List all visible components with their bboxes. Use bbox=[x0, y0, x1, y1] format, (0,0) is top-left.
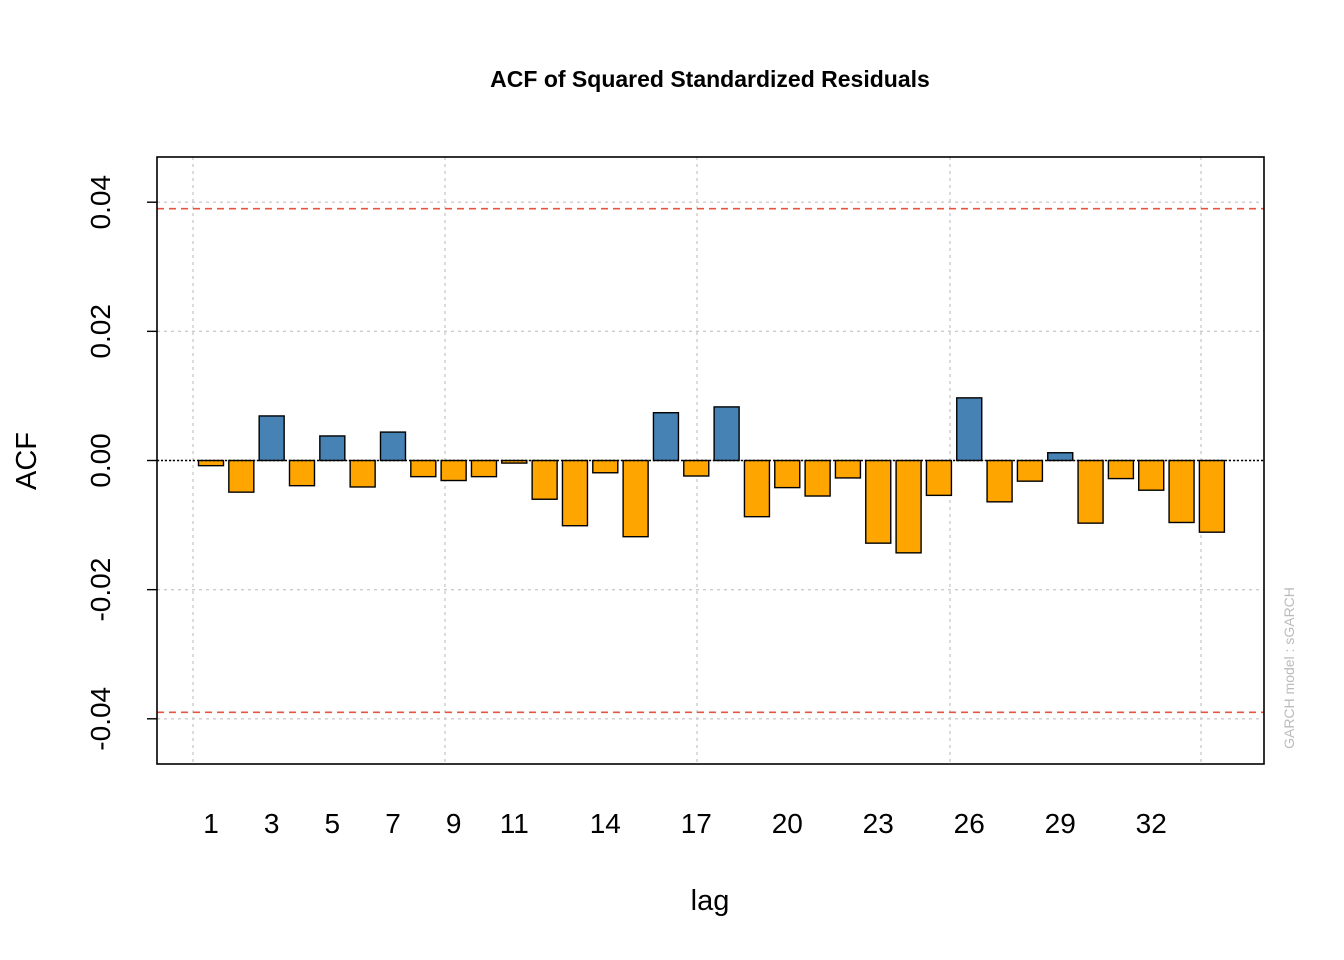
x-tick-label: 29 bbox=[1045, 808, 1076, 839]
x-tick-label: 1 bbox=[203, 808, 219, 839]
acf-bar-lag-21 bbox=[804, 459, 831, 497]
acf-bar-lag-13 bbox=[561, 459, 589, 527]
y-tick-label: 0.00 bbox=[85, 433, 116, 488]
acf-bar-lag-15 bbox=[622, 459, 649, 538]
acf-bar-lag-7 bbox=[379, 431, 407, 462]
x-tick-label: 11 bbox=[500, 808, 529, 839]
x-tick-label: 32 bbox=[1136, 808, 1167, 839]
acf-bar-lag-31 bbox=[1107, 459, 1135, 480]
x-axis-label: lag bbox=[691, 885, 730, 917]
y-tick-label: 0.02 bbox=[85, 304, 116, 359]
x-tick-label: 14 bbox=[590, 808, 621, 839]
x-tick-label: 20 bbox=[772, 808, 803, 839]
x-tick-label: 23 bbox=[863, 808, 894, 839]
acf-bar-lag-3 bbox=[258, 415, 285, 462]
acf-bars bbox=[197, 397, 1226, 554]
y-axis: -0.04 -0.02 0.00 0.02 0.04 bbox=[85, 175, 157, 751]
x-tick-label: 5 bbox=[325, 808, 341, 839]
chart-title: ACF of Squared Standardized Residuals bbox=[490, 66, 930, 92]
acf-bar-lag-1 bbox=[197, 459, 225, 467]
acf-bar-lag-12 bbox=[531, 459, 558, 500]
model-note: GARCH model : sGARCH bbox=[1281, 587, 1297, 749]
x-tick-label: 26 bbox=[954, 808, 985, 839]
acf-bar-lag-24 bbox=[895, 459, 922, 554]
acf-bar-lag-9 bbox=[440, 459, 467, 482]
y-axis-label: ACF bbox=[11, 432, 43, 490]
x-tick-label: 17 bbox=[681, 808, 712, 839]
acf-bar-lag-32 bbox=[1138, 459, 1165, 491]
acf-bar-lag-23 bbox=[865, 459, 892, 544]
x-tick-label: 7 bbox=[385, 808, 401, 839]
acf-bar-lag-28 bbox=[1016, 459, 1044, 482]
x-tick-label: 9 bbox=[446, 808, 462, 839]
acf-bar-lag-6 bbox=[349, 459, 376, 488]
acf-bar-lag-17 bbox=[683, 459, 710, 477]
acf-bar-lag-30 bbox=[1077, 459, 1104, 524]
acf-bar-lag-20 bbox=[774, 459, 801, 489]
confidence-bounds bbox=[157, 207, 1264, 714]
acf-bar-lag-33 bbox=[1168, 459, 1195, 524]
acf-bar-lag-19 bbox=[743, 459, 771, 518]
y-tick-label: 0.04 bbox=[85, 175, 116, 230]
acf-bar-lag-14 bbox=[592, 459, 619, 474]
acf-bar-lag-10 bbox=[470, 459, 498, 478]
acf-bar-lag-29 bbox=[1047, 452, 1074, 462]
acf-bar-lag-16 bbox=[652, 412, 680, 462]
acf-bar-lag-27 bbox=[986, 459, 1013, 503]
acf-bar-lag-34 bbox=[1198, 459, 1226, 533]
acf-bar-lag-2 bbox=[228, 459, 255, 493]
acf-bar-lag-18 bbox=[713, 406, 740, 462]
y-tick-label: -0.02 bbox=[85, 558, 116, 622]
y-tick-label: -0.04 bbox=[85, 687, 116, 751]
x-tick-label: 3 bbox=[264, 808, 280, 839]
acf-bar-lag-26 bbox=[956, 397, 983, 462]
x-axis: 1 3 5 7 9 11 14 17 20 23 26 29 32 bbox=[203, 808, 1167, 839]
acf-bar-lag-8 bbox=[410, 459, 437, 478]
acf-bar-lag-4 bbox=[288, 459, 316, 487]
acf-bar-lag-5 bbox=[319, 435, 346, 462]
acf-bar-lag-22 bbox=[834, 459, 862, 479]
acf-bar-lag-25 bbox=[925, 459, 953, 497]
